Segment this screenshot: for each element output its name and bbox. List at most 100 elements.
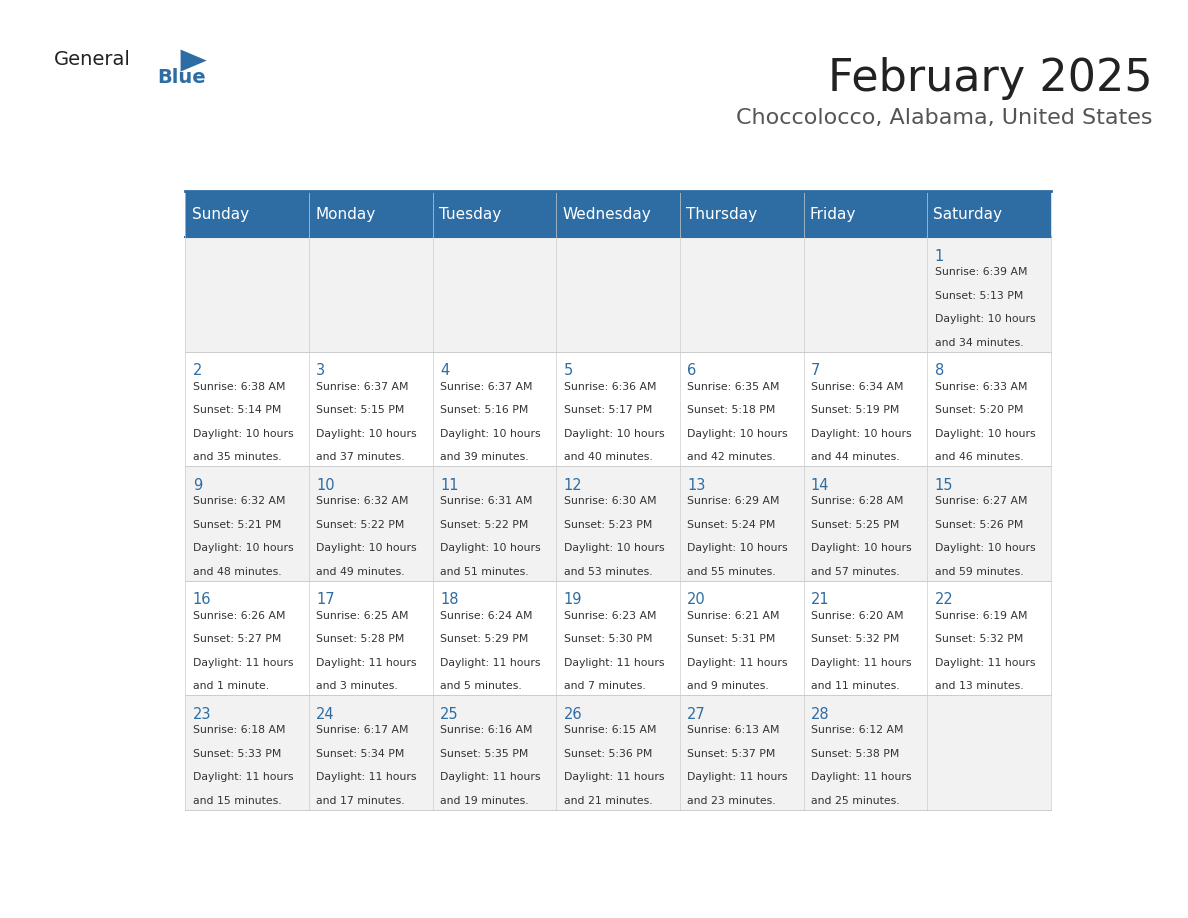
Bar bbox=[309, 238, 432, 352]
Text: Sunrise: 6:39 AM: Sunrise: 6:39 AM bbox=[935, 267, 1026, 277]
Text: and 48 minutes.: and 48 minutes. bbox=[192, 566, 282, 577]
Text: Saturday: Saturday bbox=[934, 207, 1003, 222]
Text: Daylight: 10 hours: Daylight: 10 hours bbox=[192, 429, 293, 439]
Text: and 7 minutes.: and 7 minutes. bbox=[563, 681, 645, 691]
Text: Daylight: 10 hours: Daylight: 10 hours bbox=[935, 314, 1035, 324]
Bar bbox=[309, 581, 432, 696]
Bar bbox=[556, 696, 680, 810]
Bar bbox=[432, 466, 556, 581]
Text: Sunset: 5:21 PM: Sunset: 5:21 PM bbox=[192, 520, 282, 530]
Text: and 19 minutes.: and 19 minutes. bbox=[440, 796, 529, 806]
Text: 11: 11 bbox=[440, 477, 459, 493]
Text: Daylight: 10 hours: Daylight: 10 hours bbox=[563, 543, 664, 553]
Text: Daylight: 10 hours: Daylight: 10 hours bbox=[811, 543, 911, 553]
Bar bbox=[432, 238, 556, 352]
Text: Blue: Blue bbox=[157, 68, 206, 86]
Text: Sunset: 5:19 PM: Sunset: 5:19 PM bbox=[811, 405, 899, 415]
Text: Sunrise: 6:13 AM: Sunrise: 6:13 AM bbox=[687, 725, 779, 735]
Bar bbox=[803, 466, 927, 581]
Bar bbox=[680, 352, 803, 466]
Bar bbox=[927, 352, 1051, 466]
Bar bbox=[927, 696, 1051, 810]
Text: Sunset: 5:35 PM: Sunset: 5:35 PM bbox=[440, 748, 529, 758]
Text: Sunset: 5:20 PM: Sunset: 5:20 PM bbox=[935, 405, 1023, 415]
Text: and 5 minutes.: and 5 minutes. bbox=[440, 681, 522, 691]
Text: Sunrise: 6:33 AM: Sunrise: 6:33 AM bbox=[935, 382, 1026, 392]
Text: Daylight: 10 hours: Daylight: 10 hours bbox=[316, 543, 417, 553]
Text: 28: 28 bbox=[811, 707, 829, 722]
Text: 3: 3 bbox=[316, 364, 326, 378]
Text: 8: 8 bbox=[935, 364, 943, 378]
Bar bbox=[432, 352, 556, 466]
Text: Sunset: 5:16 PM: Sunset: 5:16 PM bbox=[440, 405, 529, 415]
Text: Daylight: 11 hours: Daylight: 11 hours bbox=[811, 772, 911, 782]
Text: Sunrise: 6:35 AM: Sunrise: 6:35 AM bbox=[687, 382, 779, 392]
Text: Sunrise: 6:38 AM: Sunrise: 6:38 AM bbox=[192, 382, 285, 392]
Text: Sunset: 5:14 PM: Sunset: 5:14 PM bbox=[192, 405, 282, 415]
Text: Daylight: 11 hours: Daylight: 11 hours bbox=[440, 772, 541, 782]
Text: Sunrise: 6:26 AM: Sunrise: 6:26 AM bbox=[192, 610, 285, 621]
Text: Daylight: 11 hours: Daylight: 11 hours bbox=[563, 772, 664, 782]
Text: and 35 minutes.: and 35 minutes. bbox=[192, 452, 282, 462]
Text: Sunrise: 6:27 AM: Sunrise: 6:27 AM bbox=[935, 496, 1026, 506]
Text: and 15 minutes.: and 15 minutes. bbox=[192, 796, 282, 806]
Text: and 40 minutes.: and 40 minutes. bbox=[563, 452, 652, 462]
Text: Sunrise: 6:29 AM: Sunrise: 6:29 AM bbox=[687, 496, 779, 506]
Bar bbox=[927, 466, 1051, 581]
Text: Sunrise: 6:17 AM: Sunrise: 6:17 AM bbox=[316, 725, 409, 735]
Text: Tuesday: Tuesday bbox=[438, 207, 501, 222]
Text: Daylight: 10 hours: Daylight: 10 hours bbox=[935, 429, 1035, 439]
Text: Sunrise: 6:18 AM: Sunrise: 6:18 AM bbox=[192, 725, 285, 735]
Text: Daylight: 10 hours: Daylight: 10 hours bbox=[687, 429, 788, 439]
Bar bbox=[185, 352, 309, 466]
Text: 22: 22 bbox=[935, 592, 953, 607]
Text: Sunset: 5:17 PM: Sunset: 5:17 PM bbox=[563, 405, 652, 415]
Bar bbox=[185, 696, 309, 810]
Text: 20: 20 bbox=[687, 592, 706, 607]
Text: February 2025: February 2025 bbox=[828, 57, 1152, 99]
Text: and 44 minutes.: and 44 minutes. bbox=[811, 452, 899, 462]
Bar bbox=[803, 696, 927, 810]
Text: Daylight: 11 hours: Daylight: 11 hours bbox=[935, 657, 1035, 667]
Text: Sunrise: 6:20 AM: Sunrise: 6:20 AM bbox=[811, 610, 904, 621]
Bar bbox=[309, 696, 432, 810]
Text: Sunset: 5:31 PM: Sunset: 5:31 PM bbox=[687, 634, 776, 644]
Bar bbox=[680, 581, 803, 696]
Text: 13: 13 bbox=[687, 477, 706, 493]
Text: and 25 minutes.: and 25 minutes. bbox=[811, 796, 899, 806]
Bar bbox=[309, 352, 432, 466]
Text: and 55 minutes.: and 55 minutes. bbox=[687, 566, 776, 577]
Text: Sunrise: 6:31 AM: Sunrise: 6:31 AM bbox=[440, 496, 532, 506]
Text: and 39 minutes.: and 39 minutes. bbox=[440, 452, 529, 462]
Text: Sunrise: 6:34 AM: Sunrise: 6:34 AM bbox=[811, 382, 903, 392]
Text: Sunset: 5:29 PM: Sunset: 5:29 PM bbox=[440, 634, 529, 644]
Text: Daylight: 10 hours: Daylight: 10 hours bbox=[440, 429, 541, 439]
Bar bbox=[185, 466, 309, 581]
Bar bbox=[803, 238, 927, 352]
Text: Wednesday: Wednesday bbox=[562, 207, 651, 222]
Bar bbox=[556, 238, 680, 352]
Text: 19: 19 bbox=[563, 592, 582, 607]
Text: 27: 27 bbox=[687, 707, 706, 722]
Text: 15: 15 bbox=[935, 477, 953, 493]
Text: Sunrise: 6:19 AM: Sunrise: 6:19 AM bbox=[935, 610, 1026, 621]
Text: and 3 minutes.: and 3 minutes. bbox=[316, 681, 398, 691]
Text: and 1 minute.: and 1 minute. bbox=[192, 681, 268, 691]
Text: Sunset: 5:32 PM: Sunset: 5:32 PM bbox=[935, 634, 1023, 644]
Text: 18: 18 bbox=[440, 592, 459, 607]
Text: Sunset: 5:25 PM: Sunset: 5:25 PM bbox=[811, 520, 899, 530]
Bar bbox=[432, 581, 556, 696]
Text: Sunday: Sunday bbox=[191, 207, 248, 222]
Bar bbox=[803, 581, 927, 696]
Text: 5: 5 bbox=[563, 364, 573, 378]
Text: Sunrise: 6:25 AM: Sunrise: 6:25 AM bbox=[316, 610, 409, 621]
Text: Sunset: 5:26 PM: Sunset: 5:26 PM bbox=[935, 520, 1023, 530]
Text: Sunset: 5:36 PM: Sunset: 5:36 PM bbox=[563, 748, 652, 758]
Text: Sunrise: 6:23 AM: Sunrise: 6:23 AM bbox=[563, 610, 656, 621]
Bar bbox=[432, 696, 556, 810]
Text: Sunset: 5:13 PM: Sunset: 5:13 PM bbox=[935, 291, 1023, 300]
Text: and 34 minutes.: and 34 minutes. bbox=[935, 338, 1023, 348]
Bar bbox=[185, 238, 309, 352]
Text: 26: 26 bbox=[563, 707, 582, 722]
Text: Sunrise: 6:37 AM: Sunrise: 6:37 AM bbox=[316, 382, 409, 392]
